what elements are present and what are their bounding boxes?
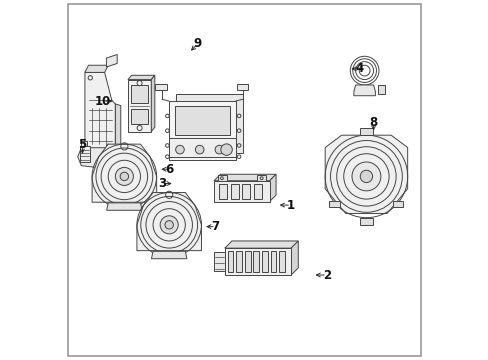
Polygon shape: [151, 251, 186, 259]
Bar: [214, 181, 269, 202]
Polygon shape: [214, 174, 276, 181]
Polygon shape: [137, 193, 201, 251]
Polygon shape: [78, 148, 124, 169]
Text: 5: 5: [78, 138, 86, 150]
Circle shape: [175, 145, 184, 154]
Bar: [279, 251, 285, 272]
Polygon shape: [224, 241, 298, 248]
Bar: [217, 175, 226, 181]
Bar: [174, 106, 230, 135]
Bar: [392, 201, 403, 207]
Circle shape: [221, 144, 232, 156]
Text: 1: 1: [286, 199, 295, 212]
Polygon shape: [176, 94, 242, 153]
Bar: [131, 109, 148, 124]
Polygon shape: [214, 252, 224, 271]
Text: 10: 10: [95, 95, 111, 108]
Polygon shape: [325, 135, 407, 213]
Polygon shape: [290, 241, 298, 275]
Polygon shape: [128, 75, 155, 80]
Circle shape: [360, 170, 372, 183]
Bar: [128, 80, 151, 132]
Bar: [262, 251, 267, 272]
Text: 8: 8: [369, 116, 377, 129]
Bar: [257, 175, 265, 181]
Bar: [378, 85, 384, 94]
Circle shape: [164, 221, 173, 229]
Polygon shape: [106, 54, 117, 67]
Polygon shape: [115, 104, 121, 151]
Polygon shape: [85, 72, 115, 151]
Bar: [253, 184, 261, 199]
Polygon shape: [353, 85, 375, 96]
Text: 2: 2: [322, 269, 330, 282]
Bar: [244, 251, 250, 272]
Bar: [224, 248, 290, 275]
Bar: [242, 184, 250, 199]
Bar: [155, 84, 167, 90]
Bar: [131, 85, 148, 103]
Bar: [270, 251, 276, 272]
Bar: [169, 101, 235, 160]
Bar: [219, 184, 227, 199]
Polygon shape: [80, 146, 89, 162]
Text: 4: 4: [354, 62, 363, 75]
Polygon shape: [92, 144, 156, 202]
Bar: [227, 251, 233, 272]
Bar: [329, 201, 340, 207]
Circle shape: [195, 145, 203, 154]
Bar: [230, 184, 238, 199]
Bar: [253, 251, 259, 272]
Polygon shape: [269, 174, 276, 202]
Circle shape: [215, 145, 223, 154]
Bar: [237, 84, 247, 90]
Bar: [359, 128, 372, 135]
Polygon shape: [151, 75, 155, 132]
Circle shape: [351, 162, 380, 191]
Text: 6: 6: [165, 163, 173, 176]
Text: 9: 9: [193, 37, 202, 50]
Polygon shape: [169, 138, 235, 157]
Polygon shape: [106, 203, 142, 210]
Polygon shape: [81, 140, 87, 146]
Text: 3: 3: [158, 177, 166, 190]
Text: 7: 7: [211, 220, 220, 233]
Bar: [359, 218, 372, 225]
Bar: [236, 251, 242, 272]
Circle shape: [160, 216, 178, 234]
Circle shape: [115, 167, 133, 185]
Circle shape: [120, 172, 128, 181]
Polygon shape: [85, 65, 108, 72]
